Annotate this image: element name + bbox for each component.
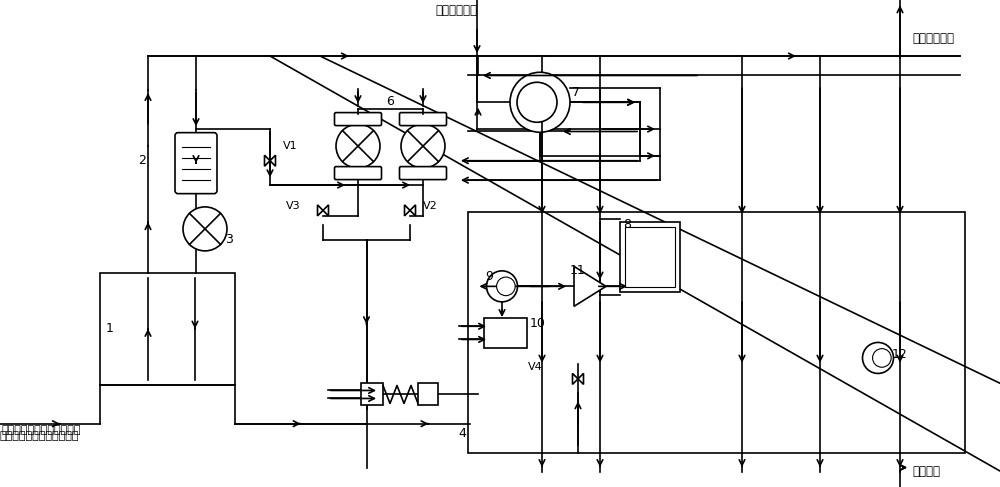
Polygon shape xyxy=(574,266,606,306)
Circle shape xyxy=(401,124,445,168)
FancyBboxPatch shape xyxy=(175,132,217,194)
Circle shape xyxy=(862,342,894,374)
Text: 12: 12 xyxy=(892,348,908,361)
Text: 7: 7 xyxy=(572,86,580,99)
Circle shape xyxy=(183,207,227,251)
Text: V4: V4 xyxy=(528,362,543,372)
FancyBboxPatch shape xyxy=(399,112,446,126)
FancyBboxPatch shape xyxy=(334,112,381,126)
Circle shape xyxy=(336,124,380,168)
Text: 2: 2 xyxy=(138,154,146,167)
FancyBboxPatch shape xyxy=(399,167,446,180)
Text: 出绿色电解水装置副产氧气: 出绿色电解水装置副产氧气 xyxy=(0,431,80,441)
Text: 3: 3 xyxy=(225,233,233,246)
Bar xyxy=(100,273,235,385)
Text: V2: V2 xyxy=(423,201,438,210)
Bar xyxy=(620,222,680,292)
Circle shape xyxy=(497,277,515,296)
Bar xyxy=(484,318,527,348)
Text: V3: V3 xyxy=(286,201,301,210)
Text: 8: 8 xyxy=(623,218,631,230)
Circle shape xyxy=(510,72,570,132)
Bar xyxy=(361,383,383,406)
Text: 高压氧气产品: 高压氧气产品 xyxy=(912,33,954,45)
Circle shape xyxy=(517,82,557,122)
Text: 6: 6 xyxy=(387,94,394,108)
Text: 4: 4 xyxy=(458,427,466,440)
Text: V1: V1 xyxy=(283,141,298,151)
Bar xyxy=(625,226,675,287)
Circle shape xyxy=(873,349,891,367)
Bar xyxy=(418,383,438,406)
Text: 出绿色电解水装置副产氧气: 出绿色电解水装置副产氧气 xyxy=(2,425,82,434)
Text: 10: 10 xyxy=(530,318,546,330)
Circle shape xyxy=(486,271,518,302)
Text: 11: 11 xyxy=(570,264,586,277)
FancyBboxPatch shape xyxy=(334,167,381,180)
Text: 9: 9 xyxy=(485,270,493,283)
Text: 补充循环氢气: 补充循环氢气 xyxy=(435,4,477,17)
Text: 1: 1 xyxy=(106,322,114,335)
Text: 液氧产品: 液氧产品 xyxy=(912,465,940,478)
Bar xyxy=(468,212,965,453)
